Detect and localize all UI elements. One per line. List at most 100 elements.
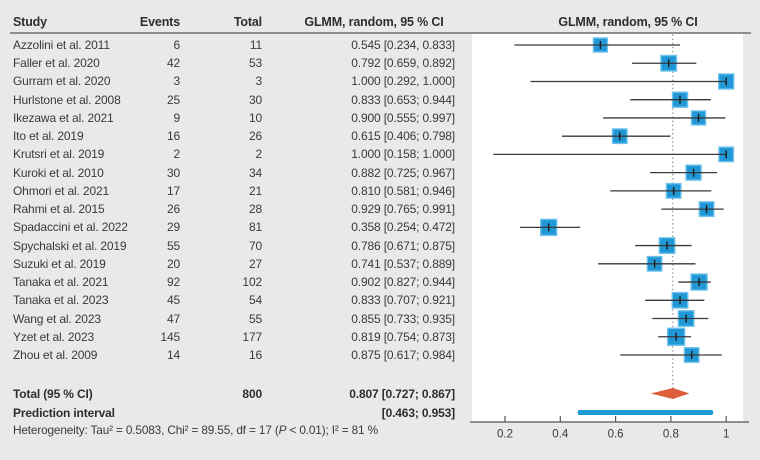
total-value: 102 [242, 275, 262, 290]
ci-value: 0.358 [0.254; 0.472] [351, 220, 455, 235]
study-label: Tanaka et al. 2023 [13, 293, 109, 308]
study-row: Hurlstone et al. 2008 25 30 0.833 [0.653; 0… [0, 91, 760, 109]
header-divider [10, 32, 751, 34]
events-value: 9 [173, 110, 180, 125]
header-ci: GLMM, random, 95 % CI [304, 15, 444, 29]
heterogeneity-note: Heterogeneity: Tau² = 0.5083, Chi² = 89.… [13, 422, 378, 439]
study-row: Zhou et al. 2009 14 16 0.875 [0.617; 0.984] [0, 346, 760, 364]
x-axis-tick-label: 0.6 [608, 429, 624, 441]
study-row: Ikezawa et al. 2021 9 10 0.900 [0.555; 0.99… [0, 109, 760, 127]
total-value: 81 [248, 220, 262, 235]
events-value: 16 [166, 129, 180, 144]
ci-value: 0.819 [0.754; 0.873] [351, 329, 455, 344]
total-value: 30 [248, 92, 262, 107]
header-plot: GLMM, random, 95 % CI [558, 15, 698, 29]
total-value: 27 [248, 256, 262, 271]
study-row: Rahmi et al. 2015 26 28 0.929 [0.765; 0.991… [0, 200, 760, 218]
table-header-row: Study Events Total GLMM, random, 95 % CI… [0, 13, 760, 31]
study-row: Faller et al. 2020 42 53 0.792 [0.659, 0.89… [0, 54, 760, 72]
study-row: Gurram et al. 2020 3 3 1.000 [0.292, 1.000] [0, 72, 760, 90]
events-value: 17 [166, 183, 180, 198]
total-row: Total (95 % CI) 800 0.807 [0.727; 0.867] [0, 385, 760, 403]
ci-value: 0.792 [0.659, 0.892] [351, 56, 455, 71]
ci-value: 0.855 [0.733; 0.935] [351, 311, 455, 326]
events-value: 47 [166, 311, 180, 326]
events-value: 20 [166, 256, 180, 271]
study-label: Hurlstone et al. 2008 [13, 92, 121, 107]
events-value: 45 [166, 293, 180, 308]
x-axis-tick-label: 0.2 [497, 429, 513, 441]
ci-value: 0.900 [0.555; 0.997] [351, 110, 455, 125]
study-row: Wang et al. 2023 47 55 0.855 [0.733; 0.935] [0, 310, 760, 328]
ci-value: 1.000 [0.158; 1.000] [351, 147, 455, 162]
events-value: 29 [166, 220, 180, 235]
study-row: Suzuki et al. 2019 20 27 0.741 [0.537; 0.88… [0, 255, 760, 273]
events-value: 25 [166, 92, 180, 107]
total-value: 3 [255, 74, 262, 89]
total-value: 28 [248, 202, 262, 217]
study-label: Yzet et al. 2023 [13, 329, 94, 344]
study-label: Wang et al. 2023 [13, 311, 101, 326]
x-axis-tick-label: 1 [723, 429, 729, 441]
ci-value: 0.741 [0.537; 0.889] [351, 256, 455, 271]
study-row: Tanaka et al. 2023 45 54 0.833 [0.707; 0.92… [0, 291, 760, 309]
study-row: Spadaccini et al. 2022 29 81 0.358 [0.254; … [0, 218, 760, 236]
ci-value: 0.786 [0.671; 0.875] [351, 238, 455, 253]
study-row: Krutsri et al. 2019 2 2 1.000 [0.158; 1.000… [0, 145, 760, 163]
heterogeneity-suffix: < 0.01); I² = 81 % [286, 423, 378, 437]
ci-value: 0.810 [0.581; 0.946] [351, 183, 455, 198]
ci-value: 0.929 [0.765; 0.991] [351, 202, 455, 217]
prediction-interval-bar [577, 410, 714, 415]
header-total: Total [233, 15, 262, 29]
events-value: 6 [173, 38, 180, 52]
study-label: Gurram et al. 2020 [13, 74, 111, 89]
total-value: 11 [249, 38, 262, 52]
prediction-interval-row: Prediction interval [0.463; 0.953] [0, 404, 760, 422]
ci-value: 0.833 [0.707; 0.921] [351, 293, 455, 308]
events-value: 14 [166, 347, 180, 362]
total-value: 54 [248, 293, 262, 308]
ci-value: 0.833 [0.653; 0.944] [351, 92, 455, 107]
ci-value: 0.875 [0.617; 0.984] [351, 347, 455, 362]
total-value: 177 [242, 329, 262, 344]
total-value: 53 [248, 56, 262, 71]
prediction-row-ci: [0.463; 0.953] [381, 405, 455, 420]
ci-value: 0.545 [0.234, 0.833] [351, 38, 455, 52]
study-row: Azzolini et al. 2011 6 11 0.545 [0.234, 0.8… [0, 36, 760, 54]
prediction-row-label: Prediction interval [13, 405, 115, 420]
study-row: Ito et al. 2019 16 26 0.615 [0.406; 0.798] [0, 127, 760, 145]
study-row: Ohmori et al. 2021 17 21 0.810 [0.581; 0.94… [0, 182, 760, 200]
heterogeneity-prefix: Heterogeneity: Tau² = 0.5083, Chi² = 89.… [13, 423, 279, 437]
events-value: 92 [166, 275, 180, 290]
events-value: 145 [160, 329, 180, 344]
header-study: Study [13, 15, 47, 29]
study-label: Faller et al. 2020 [13, 56, 100, 71]
events-value: 42 [166, 56, 180, 71]
events-value: 55 [166, 238, 180, 253]
study-row: Yzet et al. 2023 145 177 0.819 [0.754; 0.87… [0, 328, 760, 346]
ci-value: 1.000 [0.292, 1.000] [351, 74, 455, 89]
study-row: Spychalski et al. 2019 55 70 0.786 [0.671; … [0, 237, 760, 255]
study-label: Tanaka et al. 2021 [13, 275, 109, 290]
events-value: 26 [166, 202, 180, 217]
study-row: Tanaka et al. 2021 92 102 0.902 [0.827; 0.9… [0, 273, 760, 291]
total-row-label: Total (95 % CI) [13, 387, 93, 401]
study-row: Kuroki et al. 2010 30 34 0.882 [0.725; 0.96… [0, 164, 760, 182]
study-label: Spadaccini et al. 2022 [13, 220, 128, 235]
study-label: Ito et al. 2019 [13, 129, 84, 144]
total-value: 55 [248, 311, 262, 326]
study-label: Kuroki et al. 2010 [13, 165, 104, 180]
total-row-ci: 0.807 [0.727; 0.867] [349, 387, 455, 401]
ci-value: 0.615 [0.406; 0.798] [351, 129, 455, 144]
total-value: 10 [248, 110, 262, 125]
study-label: Krutsri et al. 2019 [13, 147, 105, 162]
x-axis-tick-label: 0.8 [663, 429, 679, 441]
total-value: 34 [248, 165, 262, 180]
study-label: Spychalski et al. 2019 [13, 238, 127, 253]
study-label: Ikezawa et al. 2021 [13, 110, 114, 125]
study-label: Rahmi et al. 2015 [13, 202, 105, 217]
total-diamond [650, 388, 690, 399]
header-events: Events [139, 15, 180, 29]
